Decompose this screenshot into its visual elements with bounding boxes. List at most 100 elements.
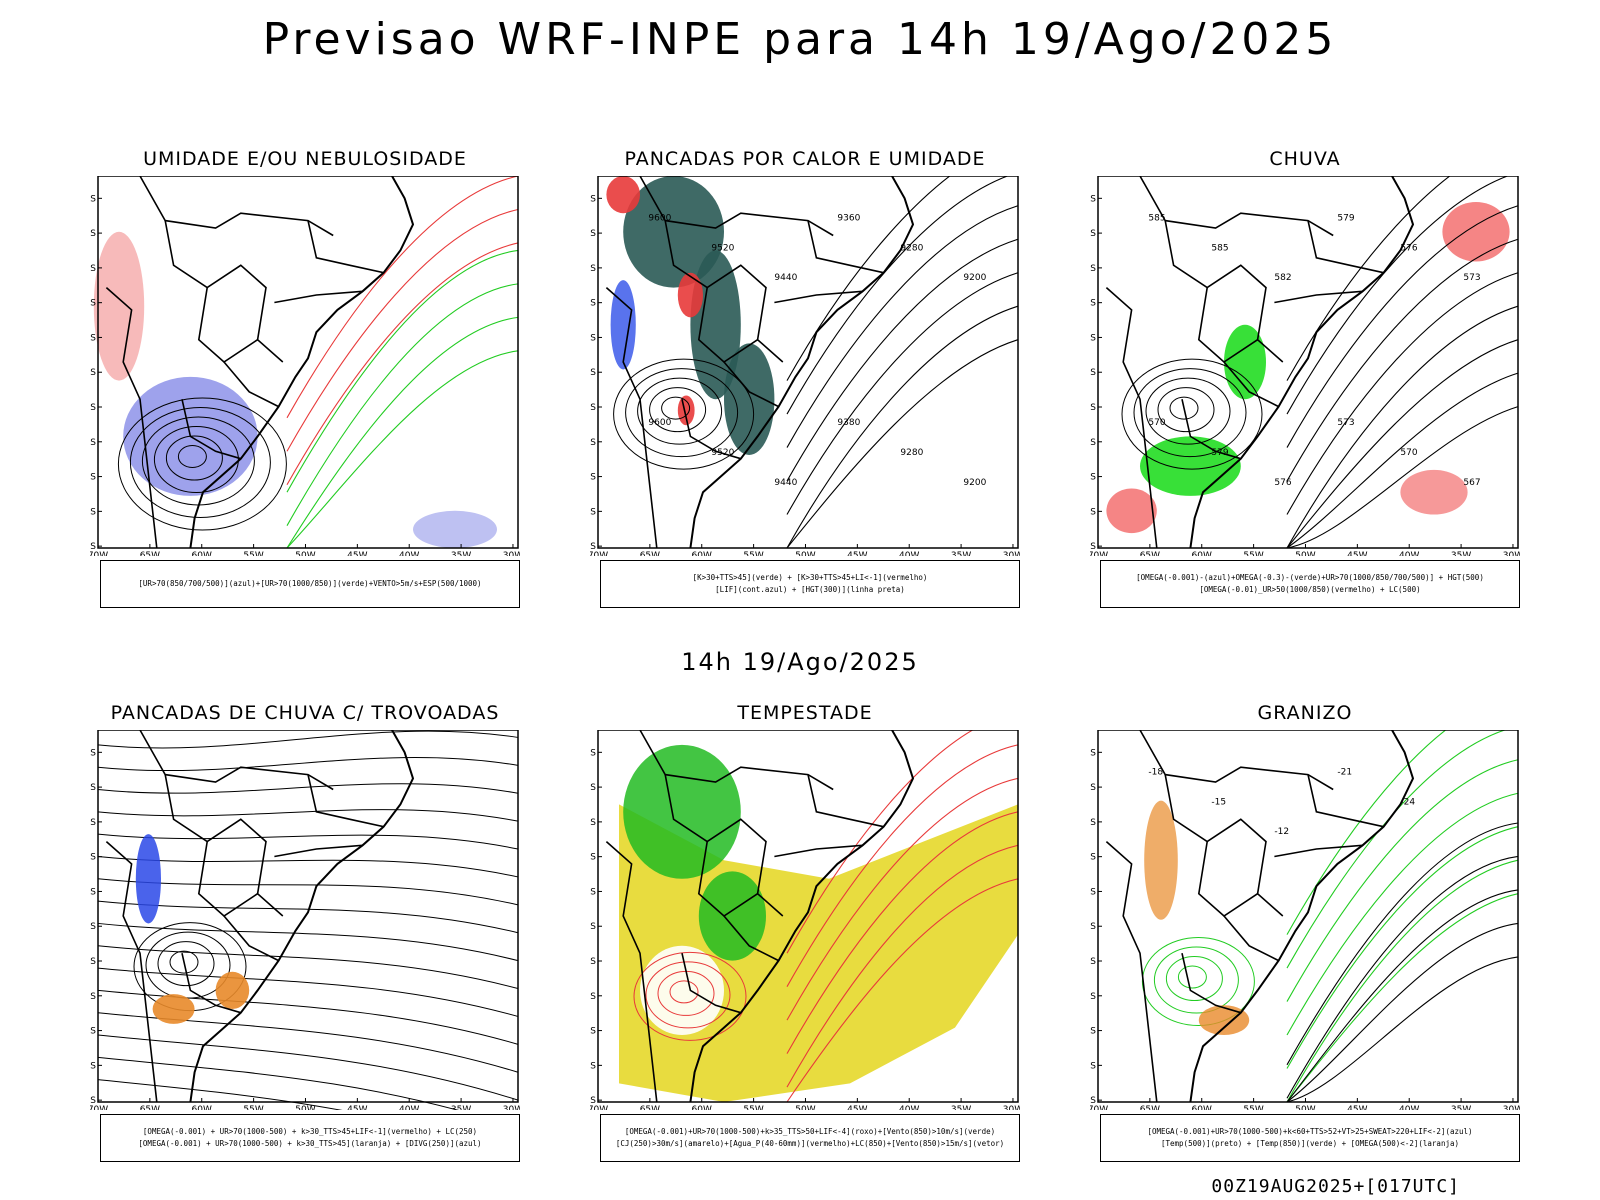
lon-tick-label: 45W [347,551,367,556]
country-border [197,287,259,364]
lon-tick-label: 50W [295,551,315,556]
geopotential-contour [786,238,1019,482]
panel-title: CHUVA [1269,148,1341,170]
lat-tick-label: 24S [590,887,596,897]
country-border [105,841,158,1103]
contour-label: -24 [1400,797,1415,807]
lon-tick-label: 50W [795,1105,815,1110]
lon-tick-label: 65W [640,1105,660,1110]
lat-tick-label: 27S [590,368,596,378]
lat-tick-label: 30S [90,403,96,413]
contour-label: 9360 [837,214,860,224]
country-border [605,287,658,549]
page-title: Previsao WRF-INPE para 14h 19/Ago/2025 [262,14,1338,65]
lon-tick-label: 60W [692,1105,712,1110]
caption-line: [UR>70(850/700/500)](azul)+[UR>70(1000/8… [138,579,482,588]
lon-tick-label: 70W [90,1105,108,1110]
wind-green-area [698,871,766,961]
omega-red-area [1106,488,1157,534]
instability-red-area [606,176,640,214]
country-border [223,361,279,408]
height-contour [1286,205,1519,448]
lat-tick-label: 42S [1090,542,1096,552]
lon-tick-label: 65W [1140,551,1160,556]
panel-title: PANCADAS POR CALOR E UMIDADE [624,148,986,170]
country-border [723,361,779,408]
height-contour [1157,387,1215,433]
lon-tick-label: 55W [243,1105,263,1110]
lat-tick-label: 18S [1090,264,1096,274]
model-run-label: 00Z19AUG2025+[017UTC] [1211,1176,1460,1197]
map-frame [597,176,1019,549]
caption-line: [OMEGA(-0.001)-(azul)+OMEGA(-0.3)-(verde… [1136,573,1484,582]
contour-label: 576 [1400,243,1417,253]
temp850-green-contour [1286,730,1447,935]
map-tempestade: 12S 15S 18S 21S 24S 27S 30S 33S 36S 39S 42S70W 65W 6… [590,730,1020,1110]
lat-tick-label: 39S [90,1061,96,1071]
country-border [1274,844,1363,858]
lon-tick-label: 45W [847,551,867,556]
lat-tick-label: 15S [90,229,96,239]
precip-green-area [1140,436,1241,496]
caption-line: [CJ(250)>30m/s](amarelo)+[Agua_P(40-60mm… [615,1139,1005,1148]
streamline [97,1034,519,1101]
temp500-black-contour [1286,855,1519,1099]
forecast-time-label: 14h 19/Ago/2025 [681,648,919,676]
lat-tick-label: 18S [590,264,596,274]
country-border [774,290,863,304]
temp850-green-contour [1286,759,1519,1002]
streamline-red [669,980,699,1004]
height-contour [1286,238,1519,482]
geopotential-contour [613,358,755,470]
contour-label: 9440 [774,273,797,283]
lon-tick-label: 60W [692,551,712,556]
streamline-red [645,961,731,1029]
lon-tick-label: 60W [1192,1105,1212,1110]
pressure-contour [129,407,271,518]
geopotential-contour [637,377,723,445]
panel-caption: [K>30+TTS>45](verde) + [K>30+TTS>45+LI<-… [600,560,1020,608]
lon-tick-label: 60W [192,551,212,556]
lon-tick-label: 35W [1451,551,1471,556]
lon-tick-label: 30W [1003,551,1020,556]
country-border [605,841,658,1103]
lon-tick-label: 30W [1003,1105,1020,1110]
geopotential-contour [786,305,1019,549]
lat-tick-label: 21S [590,299,596,309]
contour-label: -15 [1211,797,1226,807]
lon-tick-label: 65W [640,551,660,556]
lon-tick-label: 45W [1347,551,1367,556]
omega-red-area [1442,202,1510,262]
streamline [97,730,519,749]
lat-tick-label: 18S [590,818,596,828]
lat-tick-label: 21S [90,299,96,309]
contour-label: 9280 [900,243,923,253]
humidity-blue-area [413,510,497,548]
caption-line: [OMEGA(-0.01)_UR>50(1000/850)(vermelho) … [1199,585,1421,594]
lon-tick-label: 35W [1451,1105,1471,1110]
humidity-green-contour [286,350,519,549]
height-contour [1286,305,1519,549]
lon-tick-label: 35W [451,551,471,556]
lat-tick-label: 12S [1090,194,1096,204]
lat-tick-label: 42S [590,1096,596,1106]
panel-caption: [OMEGA(-0.001)+UR>70(1000-500)+k<60+TTS>… [1100,1114,1520,1162]
lon-tick-label: 40W [399,1105,419,1110]
lon-tick-label: 65W [1140,1105,1160,1110]
lon-tick-label: 45W [347,1105,367,1110]
country-border [697,841,759,918]
country-border [1223,915,1279,962]
precip-green-area [1224,324,1266,400]
caption-line: [OMEGA(-0.001)+UR>70(1000-500)+k>35_TTS>… [624,1127,996,1136]
lat-tick-label: 42S [90,1096,96,1106]
height-contour [1286,372,1519,549]
lat-tick-label: 27S [590,922,596,932]
country-border [1139,730,1334,791]
country-border [307,220,384,274]
lat-tick-label: 36S [590,473,596,483]
lon-tick-label: 30W [503,551,520,556]
map-frame [597,730,1019,1103]
contour-label: 570 [1148,418,1165,428]
country-border [307,774,384,828]
lat-tick-label: 18S [90,264,96,274]
